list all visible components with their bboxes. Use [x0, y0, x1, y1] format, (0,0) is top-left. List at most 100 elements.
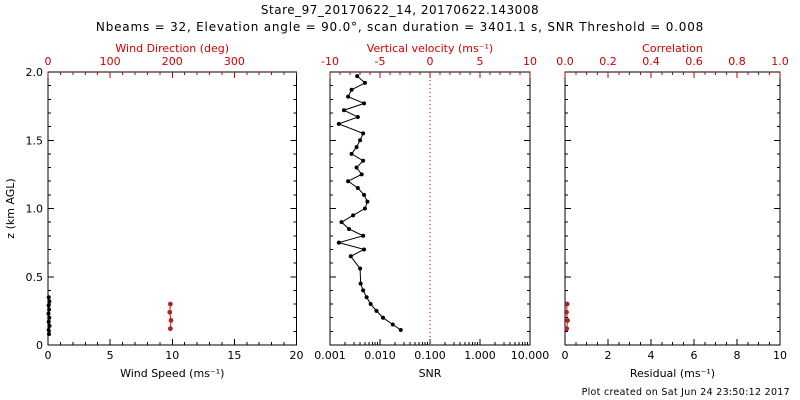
- top-tick-label: 0.6: [685, 55, 703, 68]
- wind-speed-point: [47, 307, 52, 312]
- x-tick-label: 0.001: [314, 349, 346, 362]
- top-axis-label: Wind Direction (deg): [115, 42, 229, 55]
- x-tick-label: 20: [290, 349, 304, 362]
- x-tick-label: 0: [45, 349, 52, 362]
- x-axis-label: Residual (ms⁻¹): [630, 367, 715, 380]
- y-tick-label: 0.5: [26, 271, 44, 284]
- snr-profile-point: [354, 145, 359, 150]
- x-tick-label: 15: [227, 349, 241, 362]
- x-tick-label: 10.000: [511, 349, 550, 362]
- snr-profile-point: [362, 247, 367, 252]
- correlation-line: [566, 304, 569, 329]
- top-tick-label: 0.8: [728, 55, 746, 68]
- x-tick-label: 5: [107, 349, 114, 362]
- snr-profile-point: [381, 315, 386, 320]
- panel-frame: [564, 71, 781, 346]
- correlation-point: [564, 326, 570, 332]
- snr-profile-point: [362, 206, 367, 211]
- snr-profile-point: [358, 281, 363, 286]
- top-tick-label: 200: [162, 55, 183, 68]
- panel-snr: 0.001 0.010 0.100 1.000 10.000 -10 -5 0 5 10 SNR Ve…: [314, 42, 549, 380]
- x-tick-label: 1.000: [464, 349, 496, 362]
- y-tick-label: 0: [36, 339, 43, 352]
- y-axis-label: z (km AGL): [4, 178, 17, 238]
- snr-profile-point: [365, 199, 370, 204]
- x-tick-label: 0: [562, 349, 569, 362]
- snr-profile-point: [349, 151, 354, 156]
- snr-profile-point: [390, 322, 395, 327]
- snr-profile-point: [361, 158, 366, 163]
- plot-title: Stare_97_20170622_14, 20170622.143008: [260, 3, 540, 17]
- wind-speed-point: [46, 319, 51, 324]
- top-tick-label: 0: [427, 55, 434, 68]
- top-tick-label: 1.0: [771, 55, 789, 68]
- wind-speed-point: [47, 315, 52, 320]
- x-tick-label: 8: [734, 349, 741, 362]
- top-tick-label: 0.4: [642, 55, 660, 68]
- wind-speed-point: [47, 323, 52, 328]
- snr-profile-point: [348, 254, 353, 259]
- x-axis-label: SNR: [419, 367, 442, 380]
- wind-speed-point: [46, 332, 51, 337]
- snr-profile-point: [346, 179, 351, 184]
- correlation-point: [565, 318, 570, 323]
- wind-direction-line: [169, 304, 172, 329]
- snr-profile-point: [347, 226, 352, 231]
- wind-speed-point: [46, 311, 51, 316]
- x-tick-label: 0.010: [364, 349, 396, 362]
- snr-profile-point: [339, 220, 344, 225]
- snr-profile-point: [368, 302, 373, 307]
- top-tick-label: 0.0: [556, 55, 574, 68]
- plot-created-timestamp: Plot created on Sat Jun 24 23:50:12 2017: [581, 387, 790, 398]
- snr-profile-point: [346, 94, 351, 99]
- top-tick-label: 10: [523, 55, 537, 68]
- x-tick-label: 0.100: [414, 349, 446, 362]
- y-tick-label: 1.0: [26, 203, 44, 216]
- top-axis-label: Correlation: [642, 42, 703, 55]
- wind-speed-line: [47, 297, 51, 335]
- top-tick-label: 300: [224, 55, 245, 68]
- top-tick-label: 100: [100, 55, 121, 68]
- snr-profile-point: [398, 327, 403, 332]
- snr-profile-point: [355, 115, 360, 120]
- snr-profile-point: [341, 108, 346, 113]
- top-tick-label: 0.2: [599, 55, 617, 68]
- snr-profile-point: [361, 233, 366, 238]
- snr-profile-line: [336, 75, 402, 331]
- snr-profile-point: [361, 131, 366, 136]
- wind-speed-point: [47, 299, 52, 304]
- snr-profile-point: [358, 138, 363, 143]
- correlation-point: [564, 309, 569, 315]
- x-tick-label: 10: [165, 349, 179, 362]
- snr-profile-point: [361, 288, 366, 293]
- wind-direction-point: [167, 301, 173, 307]
- x-tick-label: 4: [648, 349, 655, 362]
- plot-subtitle: Nbeams = 32, Elevation angle = 90.0°, sc…: [95, 20, 705, 34]
- wind-direction-point: [167, 309, 173, 315]
- x-tick-label: 10: [773, 349, 787, 362]
- y-tick-label: 2.0: [26, 66, 44, 79]
- wind-speed-point: [46, 327, 51, 332]
- snr-profile-point: [362, 80, 367, 85]
- top-tick-label: -10: [321, 55, 339, 68]
- wind-direction-point: [168, 318, 174, 323]
- snr-profile-point: [354, 165, 359, 170]
- top-tick-label: 0: [45, 55, 52, 68]
- snr-profile-point: [351, 213, 356, 218]
- snr-profile-point: [355, 186, 360, 191]
- x-tick-label: 2: [605, 349, 612, 362]
- panel-residual: 0 2 4 6 8 10 0.0 0.2 0.4 0.6 0.8 1.0 Residual (ms⁻¹)…: [556, 42, 789, 380]
- top-axis-label: Vertical velocity (ms⁻¹): [367, 42, 493, 55]
- snr-profile-point: [362, 192, 367, 197]
- snr-profile-point: [349, 87, 354, 92]
- x-axis-label: Wind Speed (ms⁻¹): [120, 367, 224, 380]
- x-tick-label: 6: [691, 349, 698, 362]
- snr-profile-point: [362, 101, 367, 106]
- snr-profile-point: [336, 121, 341, 126]
- wind-speed-point: [46, 303, 51, 308]
- snr-profile-point: [355, 74, 360, 79]
- snr-profile-point: [364, 295, 369, 300]
